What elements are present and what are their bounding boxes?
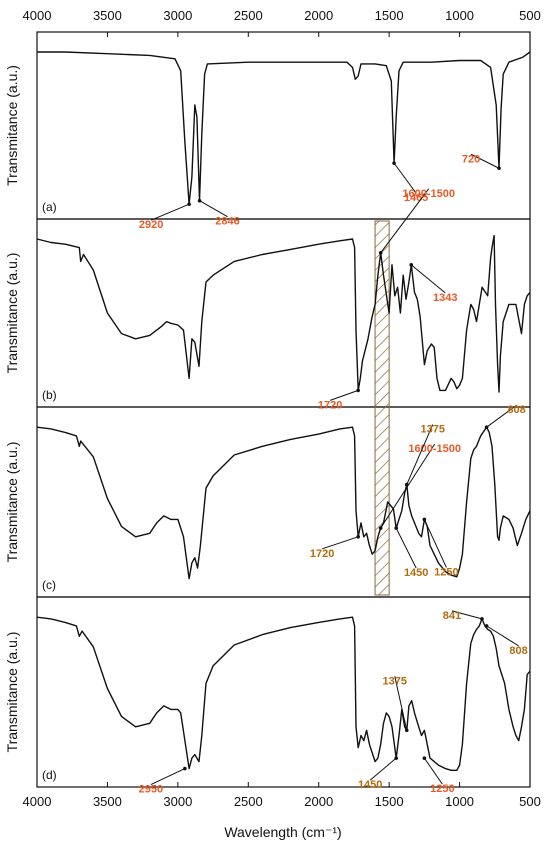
x-tick-label-bottom: 3500 <box>93 794 122 809</box>
annotation-arrow <box>406 424 434 485</box>
x-tick-label-top: 2000 <box>304 8 333 23</box>
annotation-label: 1250 <box>430 783 454 795</box>
annotation-label: 1343 <box>433 292 457 304</box>
annotation-label: 841 <box>443 610 461 622</box>
x-tick-label-bottom: 3000 <box>163 794 192 809</box>
annotation-label: 1720 <box>318 399 342 411</box>
annotation-arrowhead <box>378 526 383 530</box>
annotation-arrowhead <box>404 728 409 733</box>
annotation-arrowhead <box>378 251 383 255</box>
y-axis-title: Transmitance (a.u.) <box>4 253 20 374</box>
annotation-label: 808 <box>509 645 527 657</box>
annotation-arrow <box>380 188 430 254</box>
panel-label: (a) <box>42 200 57 214</box>
x-tick-label-bottom: 1500 <box>375 794 404 809</box>
x-tick-label-bottom: 500 <box>519 794 541 809</box>
annotation-arrowhead <box>480 617 484 621</box>
annotation-arrowhead <box>356 535 360 539</box>
x-tick-label-top: 2500 <box>234 8 263 23</box>
spectrum-trace <box>36 426 531 580</box>
annotation-arrowhead <box>392 161 396 165</box>
annotation-arrow <box>423 519 447 568</box>
y-axis-title: Transmitance (a.u.) <box>4 65 20 186</box>
annotation-arrow <box>369 757 397 781</box>
annotation-arrowhead <box>497 166 501 171</box>
x-axis-title: Wavelength (cm⁻¹) <box>224 824 341 840</box>
annotation-arrow <box>410 264 446 294</box>
annotation-label: 1450 <box>358 779 382 791</box>
annotation-label: 1600-1500 <box>408 443 461 455</box>
annotation-arrow <box>470 153 500 169</box>
annotation-arrowhead <box>187 202 191 206</box>
annotation-arrowhead <box>484 624 489 628</box>
annotation-arrowhead <box>409 263 414 267</box>
panel-frame-b <box>36 218 531 408</box>
annotation-arrow <box>150 203 190 221</box>
annotation-arrowhead <box>394 756 398 760</box>
panel-label: (d) <box>42 768 57 782</box>
annotation-arrow <box>199 200 228 218</box>
annotation-arrow <box>451 610 483 620</box>
highlight-band <box>374 220 390 596</box>
annotation-arrowhead <box>484 425 489 429</box>
x-tick-label-bottom: 4000 <box>23 794 52 809</box>
panel-label: (b) <box>42 388 57 402</box>
x-tick-label-bottom: 1000 <box>445 794 474 809</box>
annotation-arrow <box>329 389 359 401</box>
annotation-label: 1600-1500 <box>402 188 455 200</box>
panel-frame-d <box>36 596 531 788</box>
x-tick-label-top: 500 <box>519 8 541 23</box>
y-axis-title: Transmitance (a.u.) <box>4 442 20 563</box>
annotation-arrow <box>486 404 517 428</box>
x-tick-label-top: 3000 <box>163 8 192 23</box>
annotation-label: 2846 <box>215 216 239 228</box>
annotation-arrowhead <box>183 766 187 771</box>
annotation-arrow <box>321 536 359 550</box>
annotation-label: 720 <box>462 153 480 165</box>
annotation-arrowhead <box>422 517 427 522</box>
annotation-arrowhead <box>356 388 360 393</box>
annotation-arrow <box>423 757 443 785</box>
annotation-label: 1450 <box>404 567 428 579</box>
annotation-arrow <box>393 162 417 194</box>
annotation-label: 1375 <box>383 675 407 687</box>
x-tick-label-top: 1500 <box>375 8 404 23</box>
annotation-arrowhead <box>394 526 398 530</box>
annotation-label: 2920 <box>139 219 163 231</box>
annotation-label: 1720 <box>310 548 334 560</box>
annotation-label: 1250 <box>434 566 458 578</box>
x-tick-label-bottom: 2000 <box>304 794 333 809</box>
annotation-arrowhead <box>422 756 427 760</box>
annotation-arrow <box>395 527 417 569</box>
annotation-label: 2950 <box>139 784 163 796</box>
annotation-arrow <box>394 676 408 731</box>
y-axis-title: Transmitance (a.u.) <box>4 632 20 753</box>
x-tick-label-top: 3500 <box>93 8 122 23</box>
annotation-arrowhead <box>404 482 409 487</box>
panel-label: (c) <box>42 578 56 592</box>
x-tick-label-top: 4000 <box>23 8 52 23</box>
x-tick-label-top: 1000 <box>445 8 474 23</box>
spectrum-trace <box>37 51 531 205</box>
x-tick-label-bottom: 2500 <box>234 794 263 809</box>
spectrum-trace <box>36 616 531 771</box>
annotation-label: 808 <box>507 404 525 416</box>
annotation-arrow <box>150 768 186 786</box>
spectrum-trace <box>36 234 531 393</box>
annotation-arrowhead <box>197 198 202 203</box>
annotation-label: 1375 <box>421 424 445 436</box>
annotation-label: 1465 <box>404 192 428 204</box>
annotation-arrow <box>486 625 519 647</box>
